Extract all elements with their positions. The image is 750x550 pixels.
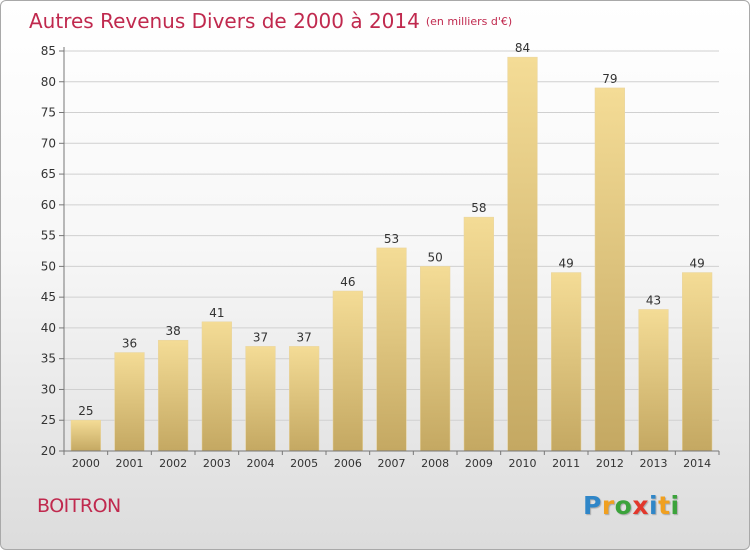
data-label: 46 [340, 275, 355, 289]
data-label: 25 [78, 404, 93, 418]
axes [59, 47, 720, 455]
y-tick-label: 60 [41, 198, 56, 212]
logo-letter: o [614, 491, 633, 520]
data-label: 37 [297, 330, 312, 344]
bar [376, 247, 407, 452]
data-label: 84 [515, 41, 530, 55]
data-label: 50 [428, 250, 443, 264]
bar [420, 266, 451, 452]
data-label: 53 [384, 232, 399, 246]
commune-name: BOITRON [37, 495, 121, 517]
logo-letter: x [632, 491, 649, 520]
bar [682, 272, 713, 452]
bar [289, 346, 320, 452]
y-tick-label: 45 [41, 290, 56, 304]
logo-letter: P [583, 491, 602, 520]
data-label: 49 [559, 257, 574, 271]
y-tick-label: 80 [41, 75, 56, 89]
y-tick-label: 20 [41, 444, 56, 458]
x-tick-label: 2007 [378, 457, 406, 470]
proxiti-logo: Proxiti [583, 491, 680, 520]
logo-letter: r [601, 491, 615, 520]
data-label: 38 [166, 324, 181, 338]
chart-title-main: Autres Revenus Divers de 2000 à 2014 [29, 9, 420, 33]
bar [245, 346, 276, 452]
x-tick-label: 2008 [421, 457, 449, 470]
labels: 20 25 30 35 40 45 50 55 60 65 70 75 80 85 25 2000 36 2001… [41, 41, 711, 470]
bar [114, 352, 145, 452]
x-tick-label: 2009 [465, 457, 493, 470]
logo-letter: i [649, 491, 659, 520]
x-tick-label: 2003 [203, 457, 231, 470]
y-tick-label: 35 [41, 352, 56, 366]
x-tick-label: 2006 [334, 457, 362, 470]
x-tick-label: 2011 [552, 457, 580, 470]
bar [551, 272, 582, 452]
x-tick-label: 2012 [596, 457, 624, 470]
y-tick-label: 40 [41, 321, 56, 335]
y-tick-label: 65 [41, 167, 56, 181]
data-label: 37 [253, 330, 268, 344]
bars [70, 56, 713, 452]
bar [158, 339, 189, 452]
y-tick-label: 50 [41, 259, 56, 273]
data-label: 79 [602, 72, 617, 86]
y-tick-label: 55 [41, 229, 56, 243]
bar [594, 87, 625, 452]
bar [332, 290, 363, 452]
y-tick-label: 85 [41, 44, 56, 58]
bar [507, 56, 538, 452]
y-tick-label: 75 [41, 106, 56, 120]
bar [638, 309, 669, 452]
y-tick-label: 70 [41, 136, 56, 150]
data-label: 49 [690, 257, 705, 271]
logo-letter: i [670, 491, 680, 520]
bar [201, 321, 232, 452]
x-tick-label: 2010 [509, 457, 537, 470]
data-label: 58 [471, 201, 486, 215]
bar [463, 216, 494, 452]
x-tick-label: 2000 [72, 457, 100, 470]
chart-title: Autres Revenus Divers de 2000 à 2014 (en … [29, 9, 512, 33]
x-tick-label: 2004 [247, 457, 275, 470]
y-tick-label: 25 [41, 413, 56, 427]
bar [70, 419, 101, 452]
x-tick-label: 2002 [159, 457, 187, 470]
logo-letter: t [658, 491, 671, 520]
chart-title-unit: (en milliers d'€) [425, 15, 513, 28]
y-tick-label: 30 [41, 382, 56, 396]
x-tick-label: 2005 [290, 457, 318, 470]
data-label: 36 [122, 337, 137, 351]
data-label: 43 [646, 293, 661, 307]
x-tick-label: 2014 [683, 457, 711, 470]
data-label: 41 [209, 306, 224, 320]
x-tick-label: 2013 [640, 457, 668, 470]
x-tick-label: 2001 [116, 457, 144, 470]
